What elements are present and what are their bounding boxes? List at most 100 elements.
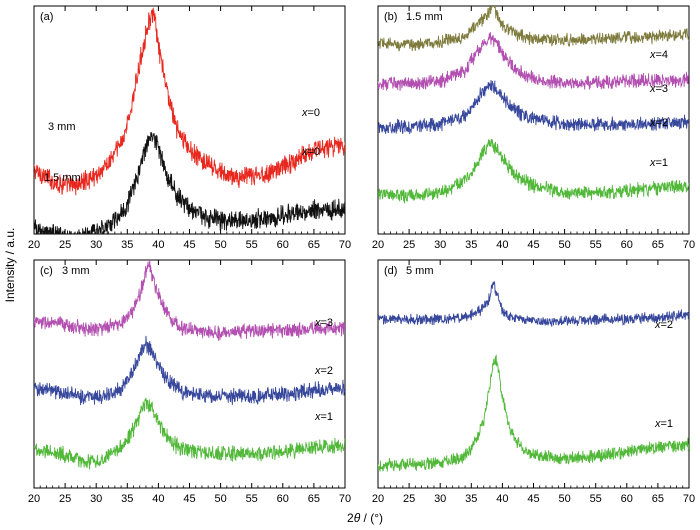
series-label-value: =2: [321, 365, 334, 377]
series-label: x=0: [301, 107, 320, 119]
x-tick-label: 70: [339, 239, 351, 251]
series-annotation: 1.5 mm: [44, 172, 81, 184]
series-label-value: =2: [656, 117, 669, 129]
series-label-var: x: [649, 49, 656, 61]
series-label-value: =1: [321, 411, 334, 423]
plot-frame: [33, 5, 346, 235]
x-tick-label: 65: [652, 493, 664, 505]
x-tick-label: 40: [152, 239, 164, 251]
y-axis-label: Intensity / a.u.: [3, 228, 17, 303]
x-tick-label: 35: [121, 239, 133, 251]
panel-subtitle: 1.5 mm: [406, 11, 443, 23]
series-label-var: x: [649, 157, 656, 169]
panel-d: 20 25 30 35 40 45 50 55 60 65 70(d) 5 mmx=2x=1: [372, 259, 695, 505]
x-tick-label: 60: [277, 493, 289, 505]
series-label: x=2: [654, 319, 673, 331]
series-label: x=1: [649, 157, 668, 169]
x-tick-label: 55: [590, 239, 602, 251]
series-line-1: [378, 6, 689, 52]
series-label: x=3: [314, 317, 333, 329]
x-tick-label: 30: [90, 239, 102, 251]
x-tick-label: 25: [403, 493, 415, 505]
x-tick-label: 55: [246, 493, 258, 505]
series-label-value: =3: [321, 317, 334, 329]
series-label-value: =2: [661, 319, 674, 331]
series-label-var: x: [301, 146, 308, 158]
x-tick-label: 40: [496, 493, 508, 505]
series-label-var: x: [314, 317, 321, 329]
series-line-2: [34, 131, 345, 234]
series-label-var: x: [301, 107, 308, 119]
panel-subtitle: 3 mm: [62, 265, 90, 277]
x-tick-label: 20: [28, 239, 40, 251]
x-tick-label: 35: [465, 239, 477, 251]
panel-label: (c): [40, 265, 53, 277]
series-label-value: =1: [656, 157, 669, 169]
panel-label: (b): [384, 11, 397, 23]
x-tick-label: 50: [558, 239, 570, 251]
series-line-1: [378, 281, 689, 327]
x-tick-label: 65: [652, 239, 664, 251]
x-tick-label: 60: [277, 239, 289, 251]
series-label-var: x: [314, 411, 321, 423]
series-label-value: =1: [661, 418, 674, 430]
series-line-2: [34, 335, 345, 406]
x-tick-label: 50: [558, 493, 570, 505]
series-label-var: x: [314, 365, 321, 377]
series-label: x=1: [314, 411, 333, 423]
panel-label: (a): [40, 11, 53, 23]
x-tick-label: 35: [121, 493, 133, 505]
series-label: x=4: [649, 49, 668, 61]
x-tick-label: 40: [152, 493, 164, 505]
panel-subtitle: 5 mm: [406, 265, 434, 277]
x-tick-label: 70: [683, 239, 695, 251]
series-line-3: [378, 80, 689, 135]
x-tick-label: 45: [527, 493, 539, 505]
series-line-1: [34, 7, 345, 196]
panel-b: 20 25 30 35 40 45 50 55 60 65 70(b) 1.5 mmx=4x=3x=2…: [372, 5, 695, 251]
panel-label: (d): [384, 265, 397, 277]
series-label-value: =4: [656, 49, 669, 61]
x-tick-label: 60: [621, 493, 633, 505]
series-label-var: x: [654, 319, 661, 331]
series-label-var: x: [654, 418, 661, 430]
series-line-3: [34, 397, 345, 470]
x-tick-label: 55: [590, 493, 602, 505]
x-tick-label: 25: [59, 493, 71, 505]
x-tick-label: 30: [434, 493, 446, 505]
series-line-1: [34, 260, 345, 341]
series-annotation: 3 mm: [48, 121, 76, 133]
x-axis-label-prefix: 2: [347, 511, 354, 525]
x-tick-label: 40: [496, 239, 508, 251]
series-label-value: =3: [656, 83, 669, 95]
series-line-4: [378, 138, 689, 204]
series-label: x=0: [301, 146, 320, 158]
x-axis-label: 2θ / (°): [347, 511, 383, 525]
x-tick-label: 55: [246, 239, 258, 251]
series-line-2: [378, 32, 689, 91]
series-label-value: =0: [308, 146, 321, 158]
x-tick-label: 60: [621, 239, 633, 251]
x-tick-label: 70: [339, 493, 351, 505]
series-label: x=2: [649, 117, 668, 129]
panels-group: 20 25 30 35 40 45 50 55 60 65 70(a)x=03 mmx=01.5 m…: [28, 5, 695, 505]
x-tick-label: 65: [308, 239, 320, 251]
x-tick-label: 20: [28, 493, 40, 505]
series-label: x=2: [314, 365, 333, 377]
x-tick-label: 30: [90, 493, 102, 505]
x-tick-label: 20: [372, 239, 384, 251]
x-tick-label: 25: [59, 239, 71, 251]
series-label-value: =0: [308, 107, 321, 119]
x-tick-label: 70: [683, 493, 695, 505]
x-tick-label: 20: [372, 493, 384, 505]
series-label-var: x: [649, 117, 656, 129]
x-tick-label: 25: [403, 239, 415, 251]
series-label: x=3: [649, 83, 668, 95]
x-tick-label: 45: [527, 239, 539, 251]
series-label-var: x: [649, 83, 656, 95]
x-tick-label: 35: [465, 493, 477, 505]
series-label: x=1: [654, 418, 673, 430]
x-tick-label: 30: [434, 239, 446, 251]
panel-a: 20 25 30 35 40 45 50 55 60 65 70(a)x=03 mmx=01.5 m…: [28, 5, 351, 251]
